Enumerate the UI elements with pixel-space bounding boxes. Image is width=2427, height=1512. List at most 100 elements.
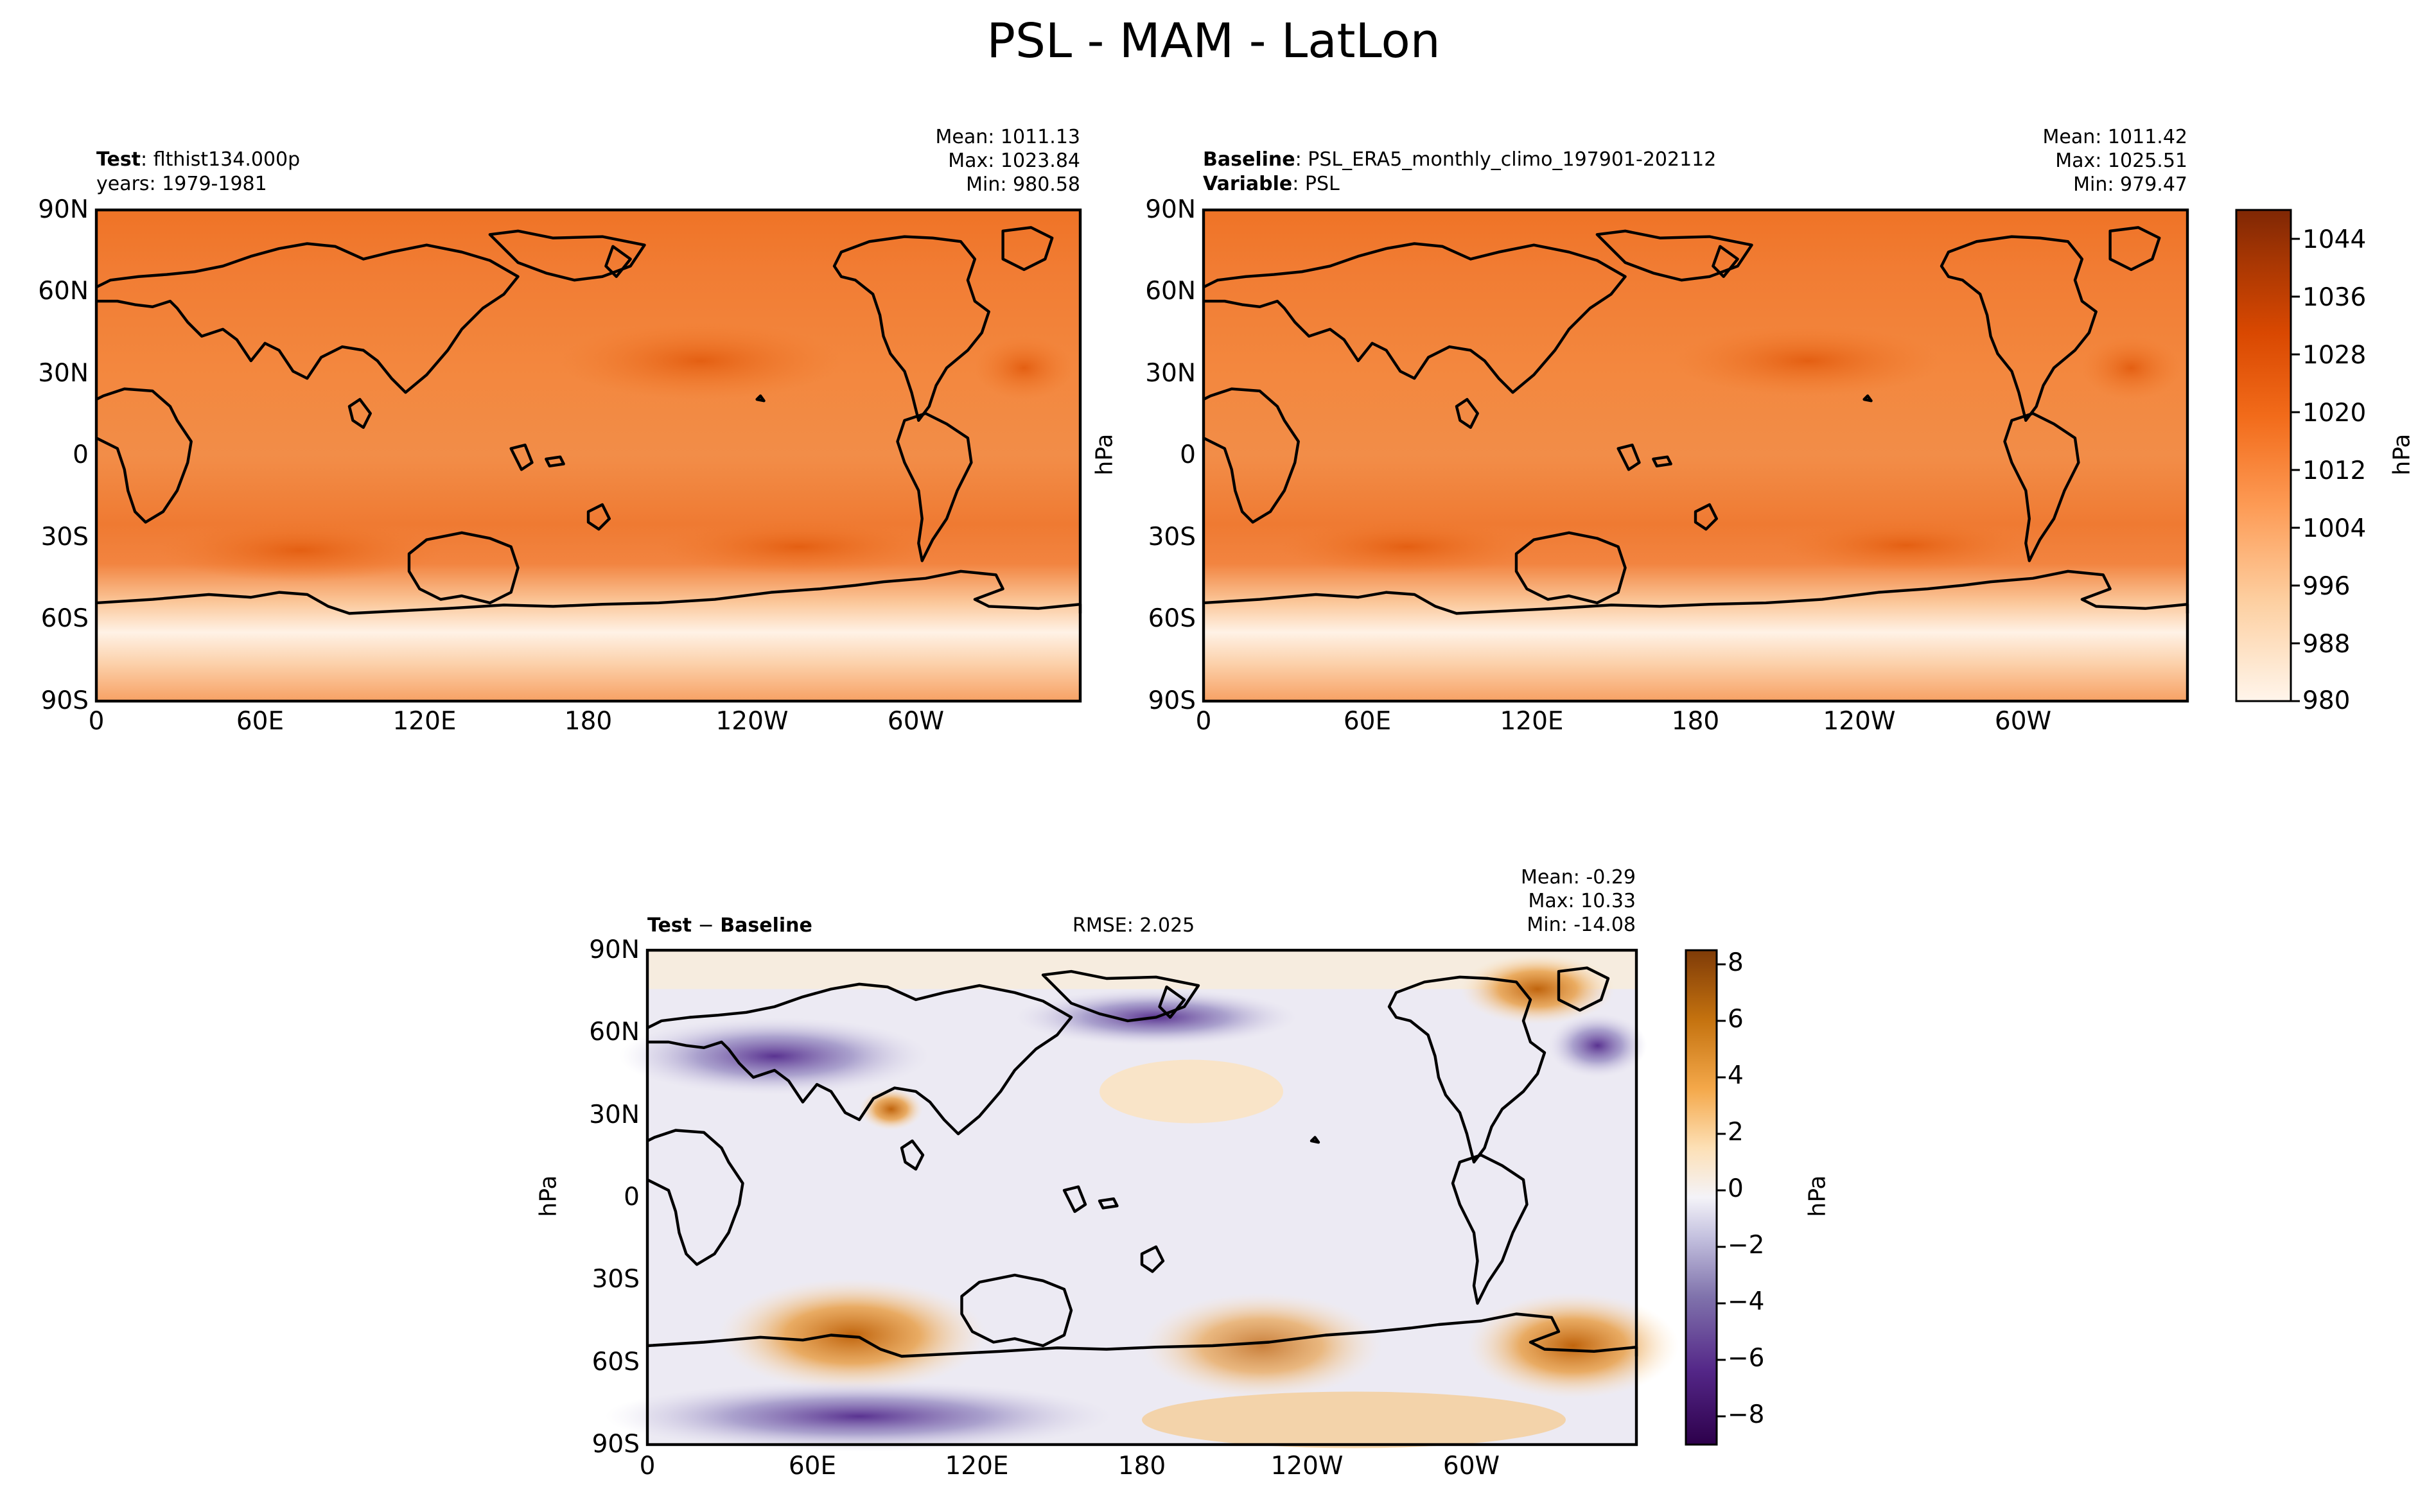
baseline-label: Baseline: PSL_ERA5_monthly_climo_197901-… [1203, 148, 1717, 171]
baseline-south-pacific-high [1780, 518, 2033, 572]
diff-cbar-tick-2: 2 [1728, 1118, 1744, 1147]
test-south-pacific-high [658, 518, 940, 575]
diff-colorbar-fill [1685, 949, 1718, 1446]
diff-lon-tick-120e: 120E [945, 1452, 1009, 1481]
diff-rmse: RMSE: 2.025 [1073, 914, 1195, 937]
baseline-lon-tick-120w: 120W [1823, 707, 1896, 736]
baseline-lat-tick-90n: 90N [1145, 195, 1196, 224]
psl-cbar-tick-980: 980 [2302, 686, 2351, 715]
diff-lat-tick-30n: 30N [589, 1100, 640, 1129]
baseline-north-atlantic-high [2081, 336, 2181, 400]
psl-colorbar-label: hPa [2388, 433, 2415, 476]
diff-lat-tick-90n: 90N [589, 935, 640, 964]
test-north-pacific-high [560, 322, 841, 400]
psl-cbar-tick-1044: 1044 [2302, 225, 2367, 254]
diff-colorbar-label: hPa [1804, 1175, 1831, 1217]
baseline-ylabel: hPa [1091, 433, 1118, 476]
test-label-bold: Test [96, 148, 141, 171]
test-lat-tick-60s: 60S [40, 604, 89, 633]
diff-anomaly-antarctica-pos [1142, 1391, 1566, 1448]
baseline-variable: Variable: PSL [1203, 173, 1340, 195]
baseline-lat-tick-0: 0 [1180, 440, 1196, 469]
psl-colorbar-fill [2235, 209, 2292, 702]
diff-anomaly-north-eurasia-neg [619, 1017, 930, 1095]
test-max: Max: 1023.84 [948, 150, 1080, 172]
diff-anomaly-north-pacific-pos [1100, 1059, 1283, 1124]
test-min: Min: 980.58 [966, 173, 1080, 196]
baseline-lon-tick-60w: 60W [1994, 707, 2052, 736]
test-lat-tick-30s: 30S [40, 523, 89, 552]
diff-lon-tick-180: 180 [1117, 1452, 1166, 1481]
diff-anomaly-greenland-pos [1460, 953, 1615, 1025]
psl-cbar-tick-1004: 1004 [2302, 514, 2367, 543]
diff-label: Test − Baseline [647, 914, 812, 938]
test-label: Test: flthist134.000p [96, 148, 301, 171]
test-lat-tick-0: 0 [73, 440, 89, 469]
baseline-lat-tick-60s: 60S [1148, 604, 1196, 633]
baseline-lat-tick-90s: 90S [1148, 686, 1196, 715]
test-lat-tick-90s: 90S [40, 686, 89, 715]
diff-cbar-tick-m2: −2 [1728, 1231, 1765, 1260]
test-mean: Mean: 1011.13 [935, 126, 1080, 148]
figure-title: PSL - MAM - LatLon [986, 13, 1441, 69]
diff-label-minus: − [692, 914, 721, 937]
diff-cbar-tick-m8: −8 [1728, 1400, 1765, 1429]
baseline-lon-tick-60e: 60E [1343, 707, 1392, 736]
diff-max: Max: 10.33 [1528, 890, 1636, 912]
baseline-lat-tick-60n: 60N [1145, 277, 1196, 306]
diff-label-baseline: Baseline [720, 914, 812, 937]
psl-cbar-tick-1012: 1012 [2302, 456, 2367, 485]
test-years: years: 1979-1981 [96, 173, 267, 195]
test-lon-tick-60e: 60E [236, 707, 285, 736]
test-lon-tick-120e: 120E [392, 707, 457, 736]
test-lon-tick-180: 180 [564, 707, 613, 736]
test-lat-tick-30n: 30N [38, 359, 89, 388]
diff-lon-tick-60e: 60E [788, 1452, 837, 1481]
psl-cbar-tick-988: 988 [2302, 630, 2351, 659]
test-lon-tick-60w: 60W [887, 707, 945, 736]
diff-lat-tick-90s: 90S [591, 1430, 640, 1459]
diff-lat-tick-0: 0 [624, 1183, 640, 1212]
baseline-lon-tick-120e: 120E [1500, 707, 1564, 736]
test-frame [94, 208, 1082, 703]
diff-ylabel: hPa [535, 1175, 562, 1217]
diff-cbar-tick-0: 0 [1728, 1174, 1744, 1203]
diff-anomaly-south-indian-pos [718, 1278, 986, 1392]
diff-lat-tick-60n: 60N [589, 1018, 640, 1047]
diff-lat-tick-30s: 30S [591, 1265, 640, 1294]
diff-anomaly-antarctica-neg [605, 1381, 1114, 1452]
baseline-dataset-name: PSL_ERA5_monthly_climo_197901-202112 [1308, 148, 1717, 171]
diff-anomaly-south-atlantic-pos [1467, 1292, 1679, 1399]
diff-colorbar-tickmarks [1717, 963, 1726, 1418]
diff-anomaly-tibet-pos [859, 1088, 923, 1131]
psl-cbar-tick-996: 996 [2302, 572, 2351, 601]
diff-lon-tick-60w: 60W [1442, 1452, 1500, 1481]
baseline-north-pacific-high [1674, 326, 1941, 396]
baseline-max: Max: 1025.51 [2055, 150, 2187, 172]
diff-anomaly-north-atlantic-neg [1548, 1014, 1647, 1077]
baseline-label-bold: Baseline [1203, 148, 1295, 171]
diff-anomaly-south-pacific-pos [1142, 1292, 1382, 1399]
diff-cbar-tick-m4: −4 [1728, 1287, 1765, 1316]
psl-colorbar-tickmarks [2291, 238, 2300, 702]
diff-mean: Mean: -0.29 [1520, 866, 1636, 889]
diff-cbar-tick-m6: −6 [1728, 1344, 1765, 1373]
diff-lat-tick-60s: 60S [591, 1348, 640, 1377]
baseline-south-indian-high [1281, 518, 1534, 575]
test-field-background [96, 210, 1080, 701]
diff-min: Min: -14.08 [1527, 914, 1636, 936]
diff-colorbar [1685, 949, 1726, 1446]
diff-lon-tick-120w: 120W [1270, 1452, 1344, 1481]
psl-cbar-tick-1028: 1028 [2302, 341, 2367, 370]
diff-frame [645, 948, 1638, 1447]
baseline-lon-tick-0: 0 [1195, 707, 1212, 736]
test-lat-tick-90n: 90N [38, 195, 89, 224]
test-north-atlantic-high [974, 336, 1074, 400]
test-south-indian-high [159, 518, 441, 582]
diff-cbar-tick-4: 4 [1728, 1061, 1744, 1090]
baseline-map [1202, 208, 2189, 703]
test-lon-tick-120w: 120W [715, 707, 789, 736]
baseline-field-background [1204, 210, 2187, 701]
baseline-variable-bold: Variable [1203, 173, 1293, 195]
psl-colorbar [2235, 209, 2300, 702]
